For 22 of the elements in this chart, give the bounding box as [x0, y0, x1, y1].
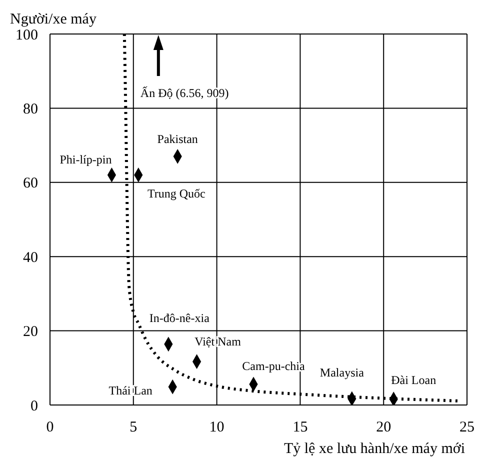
annotation: Thái Lan — [108, 384, 152, 398]
annotation: In-đô-nê-xia — [149, 310, 210, 325]
x-tick-label: 5 — [130, 420, 138, 436]
y-tick-label: 80 — [23, 102, 38, 118]
annotation: Việt Nam — [194, 334, 242, 348]
y-tick-label: 20 — [23, 324, 38, 340]
y-tick-label: 40 — [23, 250, 38, 266]
annotation: Phi-líp-pin — [60, 152, 112, 167]
annotation: Đài Loan — [391, 372, 436, 387]
y-tick-label: 60 — [23, 176, 38, 192]
annotation: Trung Quốc — [147, 186, 206, 201]
y-tick-label: 100 — [16, 27, 38, 44]
x-tick-label: 15 — [292, 420, 308, 436]
y-axis-title: Người/xe máy — [10, 11, 97, 28]
annotation: Malaysia — [320, 365, 365, 380]
annotation: Pakistan — [157, 132, 198, 146]
x-tick-label: 10 — [209, 420, 224, 436]
x-axis-title: Tỷ lệ xe lưu hành/xe máy mới — [284, 441, 465, 457]
x-tick-label: 0 — [46, 420, 54, 436]
y-tick-label: 0 — [30, 398, 38, 414]
x-tick-label: 20 — [376, 420, 392, 436]
x-tick-label: 25 — [460, 420, 474, 436]
